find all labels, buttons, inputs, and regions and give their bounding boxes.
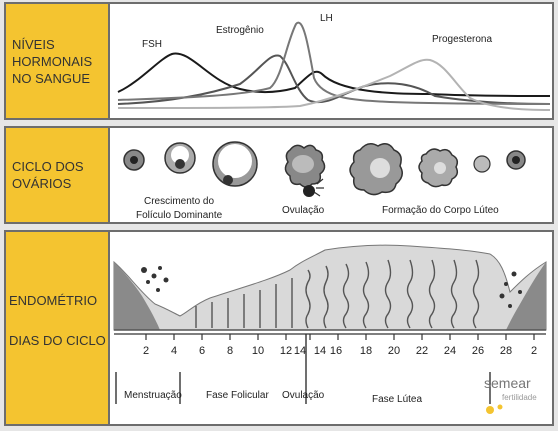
semear-logo: semear fertilidade [484, 375, 537, 414]
growing-follicle [164, 142, 196, 174]
day-label: 2 [143, 345, 149, 357]
corpus-luteum-medium [418, 148, 459, 188]
endometrium-lining [113, 244, 547, 331]
menstrual-shedding-right [506, 262, 546, 330]
endometrial-glands [195, 259, 480, 329]
corpus-luteum-large [349, 143, 403, 196]
endometrium-label-panel: ENDOMÉTRIO DIAS DO CICLO [6, 232, 110, 424]
new-follicle [506, 150, 526, 170]
phase-menstruation: Menstruação [124, 390, 182, 401]
logo-sub: fertilidade [502, 393, 537, 402]
estrogen-curve [117, 54, 551, 105]
day-label: 8 [227, 345, 233, 357]
phase-luteal: Fase Lútea [372, 394, 422, 405]
follicle-growth-label-1: Crescimento do [144, 196, 214, 207]
day-label: 20 [388, 345, 400, 357]
ovary-label-line-2: OVÁRIOS [12, 176, 72, 191]
day-label: 4 [171, 345, 177, 357]
ovulation-event-label: Ovulação [282, 205, 325, 216]
day-label: 14 [314, 345, 326, 357]
ovary-cycle-section: CICLO DOS OVÁRIOS [4, 126, 554, 224]
shedding-fragments-right [499, 271, 522, 308]
menstrual-shedding-left [114, 262, 160, 330]
hormone-curves: FSH Estrogênio LH Progesterona [117, 13, 551, 111]
day-label: 12 [280, 345, 292, 357]
fsh-label: FSH [142, 39, 162, 50]
endometrium-label: ENDOMÉTRIO [9, 293, 98, 308]
hormone-levels-section: NÍVEIS HORMONAIS NO SANGUE FSH Estrogêni… [4, 2, 554, 120]
progesterone-label: Progesterona [432, 34, 492, 45]
day-label: 6 [199, 345, 205, 357]
dominant-follicle [212, 141, 258, 187]
follicle-growth-label-2: Folículo Dominante [136, 210, 223, 221]
hormone-label-line-3: NO SANGUE [12, 71, 91, 86]
progesterone-curve [117, 58, 551, 111]
day-label: 10 [252, 345, 264, 357]
endometrium-illustration: 2 4 6 8 10 12 14 16 18 20 22 24 26 28 214 Menstruação … [113, 244, 547, 414]
phase-follicular: Fase Folicular [206, 390, 269, 401]
day-label: 28 [500, 345, 512, 357]
lh-curve [117, 21, 551, 105]
ovary-section-label-panel: CICLO DOS OVÁRIOS [6, 128, 110, 222]
hormone-label-line-2: HORMONAIS [12, 54, 93, 69]
small-follicle [123, 149, 145, 171]
fsh-curve [117, 52, 551, 97]
logo-dot-large [486, 406, 494, 414]
day-label: 24 [444, 345, 456, 357]
ovary-illustration: Crescimento do Folículo Dominante Ovulaç… [123, 141, 526, 221]
logo-dot-small [497, 404, 503, 410]
day-ticks: 2 4 6 8 10 12 14 16 18 20 22 24 26 28 214 [143, 334, 537, 357]
hormone-section-label-panel: NÍVEIS HORMONAIS NO SANGUE [6, 4, 110, 118]
lh-label: LH [320, 13, 333, 24]
corpus-luteum-label: Formação do Corpo Lúteo [382, 205, 499, 216]
phase-ovulation: Ovulação [282, 390, 325, 401]
ovary-label-line-1: CICLO DOS [12, 159, 84, 174]
day-label: 18 [360, 345, 372, 357]
day-label: 2 [531, 345, 537, 357]
estrogen-label: Estrogênio [216, 25, 264, 36]
day-label: 26 [472, 345, 484, 357]
logo-brand: semear [484, 375, 531, 391]
day-label: 14 [294, 345, 306, 357]
day-label: 16 [330, 345, 342, 357]
corpus-luteum-small [473, 155, 491, 173]
shedding-fragments-left [141, 266, 169, 292]
endometrium-section: ENDOMÉTRIO DIAS DO CICLO [4, 230, 554, 426]
day-label: 22 [416, 345, 428, 357]
ovulating-follicle [284, 144, 326, 197]
hormone-label-line-1: NÍVEIS [12, 37, 55, 52]
cycle-days-label: DIAS DO CICLO [9, 333, 106, 348]
phase-separators [115, 334, 491, 404]
